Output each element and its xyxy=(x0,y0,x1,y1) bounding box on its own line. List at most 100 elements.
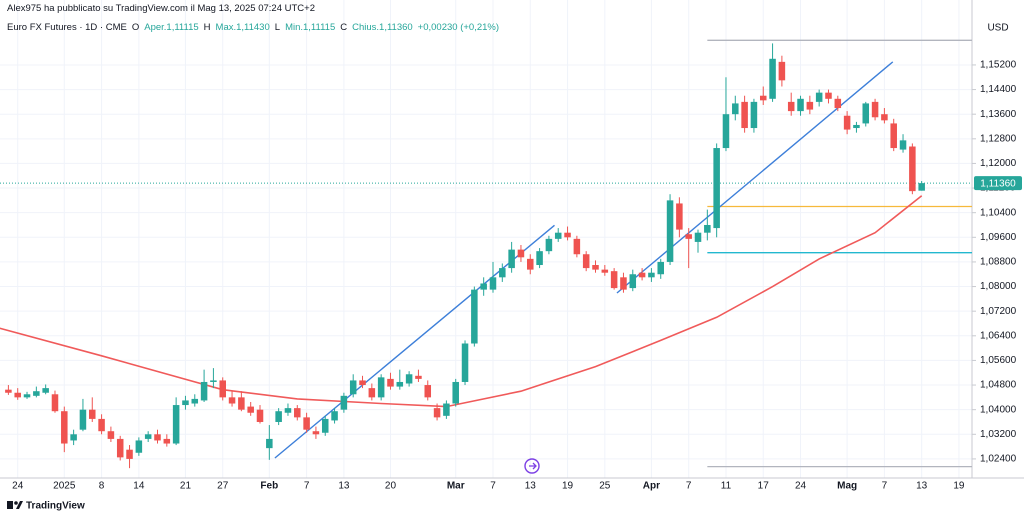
candle-body xyxy=(545,238,553,252)
x-tick-label: 13 xyxy=(525,481,537,492)
x-tick-label: 7 xyxy=(882,481,888,492)
x-tick-label: 21 xyxy=(180,481,192,492)
legend: Euro FX Futures · 1D · CME O Aper.1,11115 H… xyxy=(7,22,504,33)
candle-body xyxy=(172,405,180,444)
trend-line xyxy=(616,61,894,294)
x-tick-label: 13 xyxy=(916,481,928,492)
candle-body xyxy=(648,272,655,278)
legend-item: Max.1,11430 xyxy=(215,22,270,33)
candle-body xyxy=(405,374,413,384)
candle-body xyxy=(769,58,776,99)
candle-body xyxy=(620,277,627,290)
legend-item: C xyxy=(340,22,348,33)
candle-body xyxy=(461,343,469,382)
candle-body xyxy=(499,268,506,278)
y-tick-label: 1,06400 xyxy=(980,330,1017,341)
brand: TradingView xyxy=(26,501,85,512)
candle-body xyxy=(144,434,152,439)
legend-item: H xyxy=(203,22,211,33)
candle-body xyxy=(527,258,534,270)
candle-body xyxy=(349,380,357,395)
candle-body xyxy=(33,391,40,396)
candle-body xyxy=(98,418,105,432)
candle-body xyxy=(275,411,282,422)
brand-logo xyxy=(7,501,23,509)
legend-item: Chius.1,11360 xyxy=(352,22,413,33)
candle-body xyxy=(219,380,226,398)
candle-body xyxy=(582,254,590,269)
y-tick-label: 1,09600 xyxy=(980,232,1017,243)
candle-body xyxy=(722,114,730,149)
currency: USD xyxy=(987,23,1008,34)
candle-body xyxy=(536,251,543,266)
candle-body xyxy=(191,398,199,404)
y-tick-label: 1,05600 xyxy=(980,355,1017,366)
candle-body xyxy=(42,388,49,393)
legend-item: O xyxy=(131,22,140,33)
candle-body xyxy=(368,388,376,398)
author-line: Alex975 ha pubblicato su TradingView.com… xyxy=(7,3,315,14)
event-icon[interactable] xyxy=(524,458,540,474)
candle-body xyxy=(704,224,711,233)
candle-body xyxy=(154,434,161,441)
y-tick-label: 1,14400 xyxy=(980,84,1017,95)
candle-body xyxy=(331,411,338,421)
candle-body xyxy=(610,271,618,289)
candle-body xyxy=(750,101,758,129)
legend-item: L xyxy=(274,22,281,33)
candle-body xyxy=(657,261,664,275)
candle-body xyxy=(79,409,87,430)
x-tick-label: 19 xyxy=(953,481,965,492)
last-price-box xyxy=(974,176,1022,191)
y-tick-label: 1,15200 xyxy=(980,60,1017,71)
candle-body xyxy=(741,101,748,129)
y-tick-label: 1,12000 xyxy=(980,158,1017,169)
candle-body xyxy=(377,377,385,398)
x-tick-label: Feb xyxy=(260,481,278,492)
candle-body xyxy=(135,440,143,453)
x-tick-label: 19 xyxy=(562,481,574,492)
candle-body xyxy=(61,411,68,444)
candle-body xyxy=(676,203,683,230)
candle-body xyxy=(601,269,609,273)
x-tick-label: Mag xyxy=(837,481,857,492)
candle-body xyxy=(732,103,739,115)
y-tick-label: 1,04800 xyxy=(980,380,1017,391)
y-tick-label: 1,04000 xyxy=(980,404,1017,415)
candle-body xyxy=(480,283,487,290)
plot xyxy=(0,0,972,478)
candle-body xyxy=(554,232,562,239)
candle-body xyxy=(294,408,301,418)
candle-body xyxy=(228,397,236,404)
candle-body xyxy=(14,392,21,398)
candle-body xyxy=(573,238,581,255)
y-tick-label: 1,12800 xyxy=(980,133,1017,144)
candle-body xyxy=(200,381,208,401)
candle-body xyxy=(182,400,189,406)
candle-body xyxy=(517,249,525,258)
candle-body xyxy=(312,431,320,435)
candle-body xyxy=(23,394,31,398)
candle-body xyxy=(853,124,860,129)
candle-body xyxy=(815,92,823,102)
y-tick-label: 1,08000 xyxy=(980,281,1017,292)
candle-body xyxy=(340,395,348,410)
x-tick-label: 13 xyxy=(338,481,350,492)
candle-body xyxy=(88,409,96,419)
x-tick-label: 25 xyxy=(599,481,611,492)
candle-body xyxy=(871,101,879,118)
y-tick-label: 1,08800 xyxy=(980,257,1017,268)
candle-body xyxy=(825,92,832,99)
legend-item: Euro FX Futures · 1D · CME xyxy=(7,22,127,33)
x-tick-label: 20 xyxy=(385,481,397,492)
x-tick-label: 24 xyxy=(795,481,807,492)
candle-body xyxy=(592,265,599,270)
y-tick-label: 1,13600 xyxy=(980,109,1017,120)
y-tick-label: 1,02400 xyxy=(980,454,1017,465)
x-tick-label: Apr xyxy=(643,481,660,492)
candle-body xyxy=(759,95,767,101)
candle-body xyxy=(890,123,897,149)
candle-body xyxy=(415,375,422,379)
